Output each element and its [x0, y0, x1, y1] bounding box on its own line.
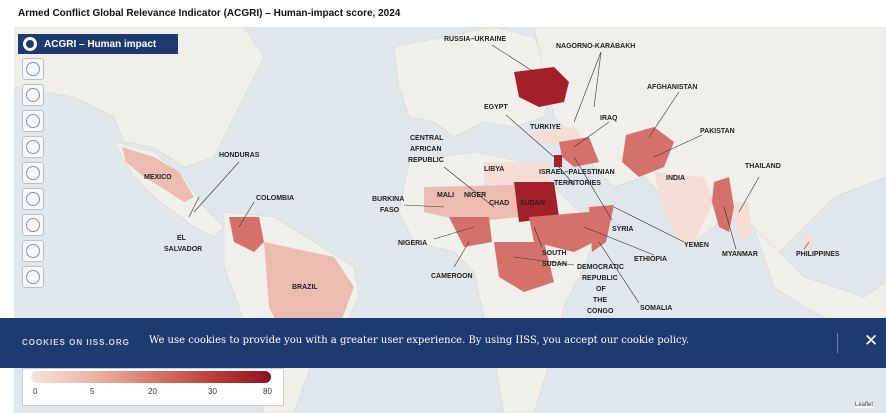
scale-tick-5: 5	[90, 387, 95, 396]
label-iraq: IRAQ	[600, 115, 618, 122]
region-drc	[494, 242, 554, 292]
layer-4-icon[interactable]	[22, 136, 44, 158]
label-drc-4: THE	[593, 297, 607, 304]
label-india: INDIA	[666, 175, 685, 182]
region-mali-niger-chad	[424, 185, 519, 222]
label-niger: NIGER	[464, 192, 486, 199]
region-mexico	[122, 147, 194, 202]
layer-6-icon[interactable]	[22, 188, 44, 210]
label-turkiye: TURKIYE	[530, 124, 561, 131]
leaflet-attribution[interactable]: Leaflet	[855, 402, 874, 408]
label-honduras: HONDURAS	[219, 152, 260, 159]
label-libya: LIBYA	[484, 166, 504, 173]
label-israel-2: TERRITORIES	[554, 180, 601, 187]
layer-9-icon[interactable]	[22, 266, 44, 288]
label-chad: CHAD	[489, 200, 509, 207]
label-el-salvador-1: EL	[177, 235, 187, 242]
label-brazil: BRAZIL	[292, 284, 318, 291]
label-thailand: THAILAND	[745, 163, 781, 170]
label-somalia: SOMALIA	[640, 305, 672, 312]
land-southeast-asia	[753, 226, 886, 328]
label-nigeria: NIGERIA	[398, 240, 427, 247]
region-thailand	[734, 202, 752, 242]
layer-7-icon[interactable]	[22, 214, 44, 236]
label-egypt: EGYPT	[484, 104, 508, 111]
label-israel-1: ISRAEL–PALESTINIAN	[539, 169, 615, 176]
land-north-america	[14, 27, 265, 168]
label-mali: MALI	[437, 192, 454, 199]
scale-tick-20: 20	[148, 387, 157, 396]
layer-3-icon[interactable]	[22, 110, 44, 132]
label-nagorno-karabakh: NAGORNO-KARABAKH	[556, 43, 635, 50]
label-russia-ukraine: RUSSIA–UKRAINE	[444, 36, 507, 43]
label-colombia: COLOMBIA	[256, 195, 294, 202]
layer-2-icon[interactable]	[22, 84, 44, 106]
legend-header-label: ACGRI – Human impact	[44, 38, 157, 50]
land-europe	[393, 27, 555, 138]
label-philippines: PHILIPPINES	[796, 251, 840, 258]
scale-tick-30: 30	[208, 387, 217, 396]
cookie-text: We use cookies to provide you with a gre…	[149, 335, 690, 346]
label-drc-5: CONGO	[587, 308, 614, 315]
close-icon[interactable]: ✕	[864, 331, 879, 350]
region-afghanistan-pakistan	[622, 127, 674, 177]
label-caf-3: REPUBLIC	[408, 157, 444, 164]
region-south-sudan-ethiopia	[529, 212, 604, 252]
region-india	[654, 172, 714, 242]
region-sudan	[514, 182, 559, 222]
label-caf-1: CENTRAL	[410, 135, 444, 142]
label-syria: SYRIA	[612, 226, 633, 233]
region-nigeria-cameroon	[449, 217, 492, 247]
scale-tick-0: 0	[33, 387, 38, 396]
layer-icon-toolbar	[22, 58, 44, 292]
cookie-title: COOKIES ON IISS.ORG	[22, 338, 130, 347]
region-myanmar	[712, 177, 734, 232]
scale-tick-80: 80	[263, 387, 272, 396]
label-cameroon: CAMEROON	[431, 273, 473, 280]
layer-8-icon[interactable]	[22, 240, 44, 262]
region-russia-ukraine	[514, 67, 569, 107]
region-somalia	[589, 205, 614, 252]
label-caf-2: AFRICAN	[410, 146, 442, 153]
label-ethiopia: ETHIOPIA	[634, 256, 667, 263]
legend-header[interactable]: ACGRI – Human impact	[18, 34, 178, 54]
region-israel	[554, 155, 562, 167]
label-south-sudan-2: SUDAN	[542, 261, 567, 268]
label-afghanistan: AFGHANISTAN	[647, 84, 697, 91]
label-myanmar: MYANMAR	[722, 251, 758, 258]
page-title: Armed Conflict Global Relevance Indicato…	[18, 8, 401, 19]
label-burkina-2: FASO	[380, 207, 400, 214]
label-mexico: MEXICO	[144, 174, 172, 181]
region-syria-iraq	[559, 137, 599, 167]
region-colombia	[229, 217, 264, 252]
label-drc-2: REPUBLIC	[582, 275, 618, 282]
cookie-banner: COOKIES ON IISS.ORG We use cookies to pr…	[0, 318, 886, 368]
label-drc-3: OF	[596, 286, 606, 293]
label-burkina-1: BURKINA	[372, 196, 404, 203]
layer-1-icon[interactable]	[22, 58, 44, 80]
color-scale-bar	[31, 371, 271, 383]
iiss-logo-icon	[23, 37, 37, 51]
label-pakistan: PAKISTAN	[700, 128, 735, 135]
layer-5-icon[interactable]	[22, 162, 44, 184]
cookie-divider	[837, 333, 838, 353]
label-el-salvador-2: SALVADOR	[164, 246, 202, 253]
label-sudan: SUDAN	[520, 200, 545, 207]
label-yemen: YEMEN	[684, 242, 709, 249]
label-south-sudan-1: SOUTH	[542, 250, 567, 257]
color-scale-legend: 0 5 20 30 80	[22, 368, 284, 406]
label-drc-1: DEMOCRATIC	[577, 264, 624, 271]
